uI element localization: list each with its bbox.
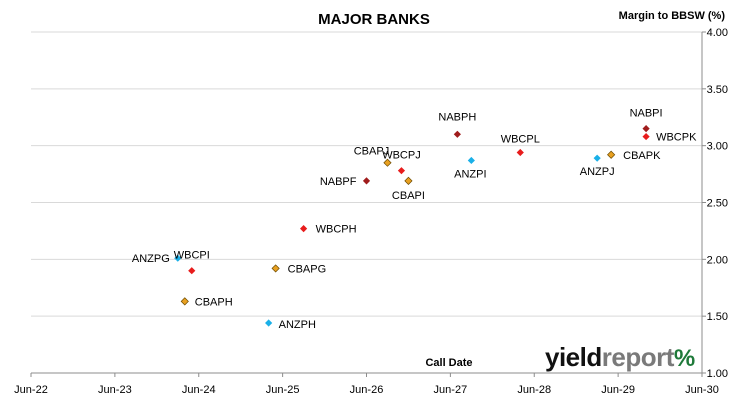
point-labels: ANZPG ANZPH ANZPI ANZPJ CBAPH CBAPG CBAPJ CBAPI… — [132, 108, 697, 331]
point-label-anzpi: ANZPI — [454, 168, 486, 180]
x-tick-label: Jun-24 — [182, 384, 216, 396]
point-label-anzpj: ANZPJ — [580, 166, 615, 178]
x-tick-label: Jun-23 — [98, 384, 132, 396]
data-point-cbapi — [404, 176, 413, 185]
gridlines — [31, 31, 702, 317]
data-point-cbaph — [180, 297, 189, 306]
data-point-anzpg — [174, 254, 182, 262]
point-label-cbapi: CBAPI — [392, 190, 425, 202]
y-tick-label: 3.50 — [707, 84, 728, 96]
point-label-wbcpl: WBCPL — [501, 133, 540, 145]
point-label-anzph: ANZPH — [279, 319, 316, 331]
point-label-wbcpi: WBCPI — [174, 250, 210, 262]
data-point-wbcph — [299, 225, 308, 233]
y-axis-title: Margin to BBSW (%) — [619, 10, 726, 22]
logo-text-report: report — [601, 342, 675, 372]
x-tick-label: Jun-30 — [685, 384, 719, 396]
data-point-wbcpi — [188, 267, 196, 275]
x-tick-label: Jun-26 — [350, 384, 384, 396]
axes: 1.00 1.50 2.00 2.50 3.00 3.50 4.00 Jun-22 Jun-23… — [14, 27, 728, 396]
data-point-nabpi — [642, 125, 650, 133]
y-tick-label: 2.00 — [707, 254, 728, 266]
data-point-wbcpj — [397, 167, 406, 175]
y-tick-label: 2.50 — [707, 198, 728, 210]
data-point-nabpf — [362, 177, 371, 185]
x-tick-label: Jun-25 — [266, 384, 300, 396]
data-point-cbapj — [383, 158, 392, 167]
data-point-nabph — [453, 130, 461, 138]
point-label-anzpg: ANZPG — [132, 253, 170, 265]
point-label-cbaph: CBAPH — [195, 296, 233, 308]
logo-text-yield: yield — [545, 342, 602, 372]
x-tick-label: Jun-28 — [517, 384, 551, 396]
data-point-anzpi — [467, 156, 475, 165]
chart-title: MAJOR BANKS — [318, 11, 430, 28]
point-label-wbcph: WBCPH — [316, 224, 357, 236]
data-point-wbcpk — [642, 132, 650, 141]
data-point-wbcpl — [516, 148, 524, 157]
y-tick-label: 1.00 — [707, 368, 728, 380]
point-label-nabpf: NABPF — [320, 176, 357, 188]
point-label-cbapj: CBAPJ — [354, 146, 389, 158]
y-tick-label: 4.00 — [707, 27, 728, 39]
data-points — [174, 125, 650, 327]
data-point-cbapk — [607, 150, 616, 159]
y-tick-label: 1.50 — [707, 311, 728, 323]
x-tick-label: Jun-29 — [601, 384, 635, 396]
point-label-nabpi: NABPI — [630, 108, 663, 120]
data-point-anzph — [265, 319, 273, 327]
point-label-cbapk: CBAPK — [623, 150, 661, 162]
point-label-cbapg: CBAPG — [288, 263, 327, 275]
x-axis-title: Call Date — [425, 357, 472, 369]
x-tick-label: Jun-27 — [434, 384, 468, 396]
point-label-nabph: NABPH — [438, 111, 476, 123]
yieldreport-logo: yieldreport% — [545, 344, 695, 371]
data-point-cbapg — [271, 264, 280, 273]
point-label-wbcpj: WBCPJ — [382, 150, 421, 162]
y-tick-label: 3.00 — [707, 141, 728, 153]
data-point-anzpj — [593, 154, 601, 162]
x-tick-label: Jun-22 — [14, 384, 48, 396]
point-label-wbcpk: WBCPK — [656, 132, 697, 144]
logo-percent-symbol: % — [673, 345, 695, 372]
